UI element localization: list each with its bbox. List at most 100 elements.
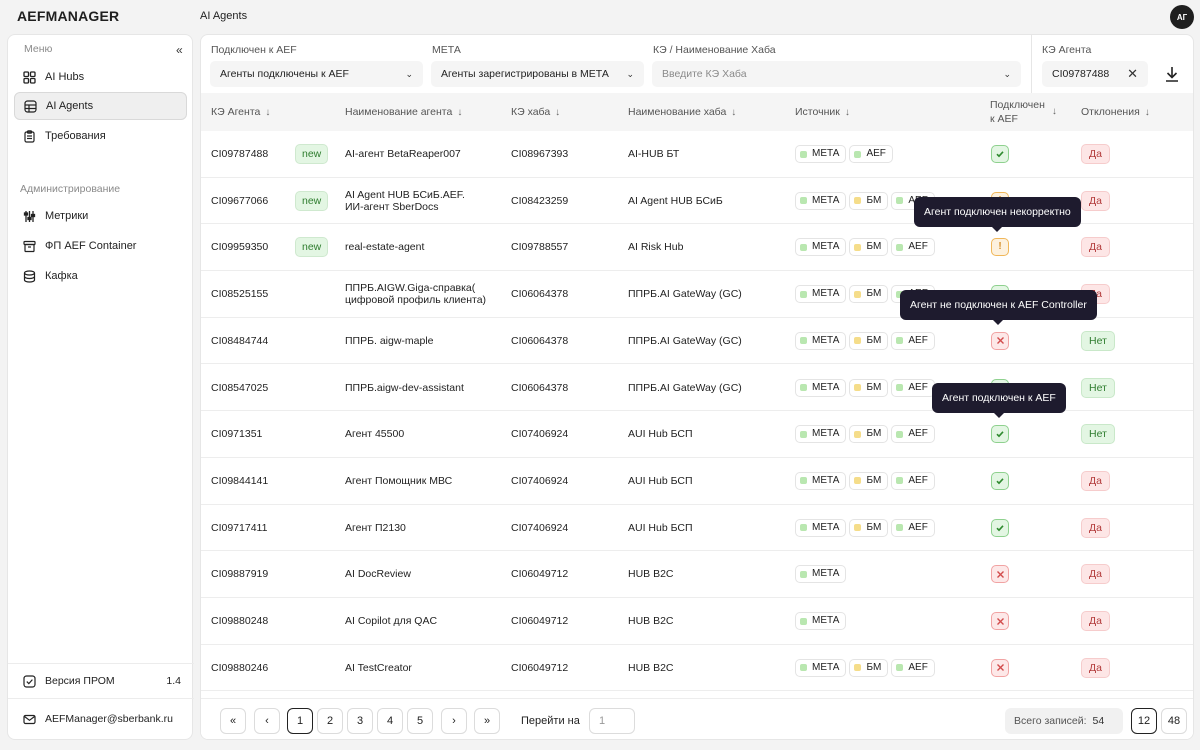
source-dot-icon [896,524,904,532]
not-connected-x-icon[interactable] [991,331,1009,350]
not-connected-x-icon[interactable] [991,565,1009,584]
cell-new: new [295,131,329,177]
page-button-1[interactable]: 1 [287,708,313,734]
deviation-badge: Нет [1081,377,1115,398]
agent-name-text: ППРБ.AIGW.Giga-справка(цифровой профиль … [345,282,486,306]
col-name[interactable]: Наименование агента ↓ [345,93,462,131]
source-tag: МЕТА [795,518,847,537]
not-connected-x-icon[interactable] [991,658,1009,677]
next-page-button[interactable]: › [441,708,467,734]
filter-hub-placeholder: Введите КЭ Хаба [662,68,747,80]
filter-hub-select[interactable]: Введите КЭ Хаба ⌄ [652,61,1021,87]
cell-agent-name[interactable]: Агент 45500 [345,411,505,457]
page-size-12[interactable]: 12 [1131,708,1157,734]
version-value: 1.4 [166,675,181,687]
col-source[interactable]: Источник ↓ [795,93,850,131]
source-label: БМ [866,521,882,533]
sidebar-item-kafka[interactable]: Кафка [14,262,187,290]
connected-check-icon[interactable] [991,518,1009,537]
agent-name-line: AI-агент BetaReaper007 [345,148,461,160]
cell-agent-name[interactable]: Агент Помощник МВС [345,458,505,504]
goto-page-input[interactable]: 1 [589,708,635,734]
table-row[interactable]: CI09787488 new AI-агент BetaReaper007 CI089… [201,131,1193,178]
source-label: AEF [908,428,928,440]
total-records: Всего записей: 54 [1005,708,1123,734]
agent-name-line: Агент П2130 [345,521,406,534]
cell-agent-name[interactable]: ППРБ. aigw-maple [345,318,505,364]
cell-agent-name[interactable]: real-estate-agent [345,224,505,270]
page-button-5[interactable]: 5 [407,708,433,734]
table-row[interactable]: CI08547025 ППРБ.aigw-dev-assistant CI06064… [201,365,1193,412]
source-dot-icon [800,524,807,532]
col-label: Подключен к AEF [990,98,1045,126]
cell-new: new [295,178,329,224]
table-row[interactable]: CI08484744 ППРБ. aigw-maple CI06064378 ППРБ… [201,318,1193,365]
cell-agent-name[interactable]: ППРБ.AIGW.Giga-справка(цифровой профиль … [345,271,505,317]
page-button-4[interactable]: 4 [377,708,403,734]
table-row[interactable]: CI09880246 AI TestCreator CI06049712 HUB B2… [201,645,1193,692]
cell-agent-name[interactable]: AI Agent HUB БСиБ.AEF. ИИ-агент SberDocs [345,178,505,224]
table-row[interactable]: CI09717411 Агент П2130 CI07406924 AUI Hub Б… [201,505,1193,552]
last-page-button[interactable]: » [474,708,500,734]
sidebar-item-label: Кафка [45,270,78,282]
chevron-down-icon: ⌄ [405,68,413,79]
source-dot-icon [896,664,904,672]
sidebar-item-ai-hubs[interactable]: AI Hubs [14,63,187,91]
divider [1031,35,1032,93]
first-page-button[interactable]: « [220,708,246,734]
support-email[interactable]: AEFManager@sberbank.ru [14,712,187,726]
collapse-sidebar-icon[interactable]: « [176,43,183,57]
cell-agent-name[interactable]: ППРБ.aigw-dev-assistant [345,365,505,411]
cell-hub-name: HUB B2C [628,615,674,627]
deviation-badge: Нет [1081,424,1115,445]
cell-sources: МЕТА БМ AEF [795,365,938,411]
table-row[interactable]: CI09844141 Агент Помощник МВС CI07406924 AU… [201,458,1193,505]
cell-sources: МЕТА БМ AEF [795,458,938,504]
cell-ke-hub: CI06049712 [511,615,569,627]
cell-agent-name[interactable]: AI TestCreator [345,645,505,691]
agent-name-text: Агент П2130 [345,522,406,534]
col-aef[interactable]: Подключен к AEF ↓ [990,93,1057,131]
download-icon[interactable] [1163,65,1181,83]
connected-check-icon[interactable] [991,145,1009,163]
col-deviations[interactable]: Отклонения ↓ [1081,93,1150,131]
clipboard-icon [22,129,36,143]
sidebar-item-requirements[interactable]: Требования [14,122,187,150]
clear-icon[interactable]: ✕ [1127,66,1138,81]
filter-meta-select[interactable]: Агенты зарегистрированы в МЕТА ⌄ [431,61,644,87]
page-button-3[interactable]: 3 [347,708,373,734]
cell-agent-name[interactable]: Агент П2130 [345,505,505,551]
connected-check-icon[interactable] [991,471,1009,490]
deviation-badge: Да [1081,144,1110,164]
table-row[interactable]: CI09959350 new real-estate-agent CI09788557… [201,224,1193,272]
page-size-48[interactable]: 48 [1161,708,1187,734]
cell-ke-agent: CI09880246 [211,661,269,674]
sidebar-item-metrics[interactable]: Метрики [14,202,187,230]
user-avatar[interactable]: АГ [1170,5,1194,29]
not-connected-x-icon[interactable] [991,612,1009,630]
connected-check-icon[interactable] [991,425,1009,444]
sidebar-item-ai-agents[interactable]: AI Agents [14,92,187,120]
cell-deviations: Нет [1081,365,1115,411]
cell-agent-name[interactable]: AI-агент BetaReaper007 [345,131,505,177]
cell-hub-name: AI-HUB БТ [628,148,680,160]
sidebar-item-aef-container[interactable]: ФП AEF Container [14,232,187,260]
page-button-2[interactable]: 2 [317,708,343,734]
cell-agent-name[interactable]: AI Copilot для QAC [345,598,505,644]
source-dot-icon [896,243,904,251]
source-dot-icon [800,617,807,625]
col-ke-agent[interactable]: КЭ Агента ↓ [211,93,270,131]
cell-ke-hub: CI06064378 [511,288,569,301]
filter-agent-ke-input[interactable]: CI09787488 ✕ [1042,61,1148,87]
col-ke-hub[interactable]: КЭ хаба ↓ [511,93,560,131]
source-tag: МЕТА [795,331,847,350]
table-row[interactable]: CI0971351 Агент 45500 CI07406924 AUI Hub БС… [201,411,1193,458]
app-logo[interactable]: AEFMANAGER [17,8,120,24]
filter-aef-select[interactable]: Агенты подключены к AEF ⌄ [210,61,423,87]
table-row[interactable]: CI09887919 AI DocReview CI06049712 HUB B2C М… [201,551,1193,598]
table-row[interactable]: CI09880248 AI Copilot для QAC CI06049712 HU… [201,598,1193,645]
col-hub-name[interactable]: Наименование хаба ↓ [628,93,736,131]
warning-icon[interactable]: ! [991,238,1009,257]
cell-agent-name[interactable]: AI DocReview [345,551,505,597]
prev-page-button[interactable]: ‹ [254,708,280,734]
